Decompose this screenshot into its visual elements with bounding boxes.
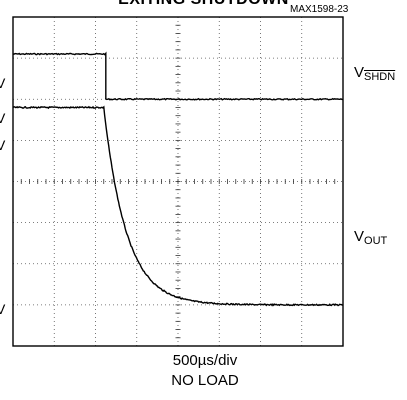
series-label-vshdn: VSHDN	[354, 64, 395, 83]
condition-label: NO LOAD	[171, 372, 239, 389]
vshdn-trace	[12, 51, 343, 101]
vshdn-label-sub: SHDN	[364, 71, 396, 83]
y-tick-label-4: V	[0, 301, 6, 317]
vout-label-main: V	[354, 228, 365, 245]
chart-title: EXITING SHUTDOWN	[0, 0, 407, 9]
y-tick-label-1: V	[0, 75, 6, 91]
vout-label-sub: OUT	[364, 235, 388, 247]
vshdn-label-main: V	[354, 64, 365, 81]
vout-trace	[12, 105, 344, 307]
series-label-vout: VOUT	[354, 228, 387, 247]
plot-frame	[12, 16, 344, 347]
y-tick-label-2: V	[0, 110, 6, 126]
figure-id: MAX1598-23	[290, 4, 349, 15]
x-scale-label: 500µs/div	[172, 352, 238, 369]
y-tick-label-3: V	[0, 137, 6, 153]
